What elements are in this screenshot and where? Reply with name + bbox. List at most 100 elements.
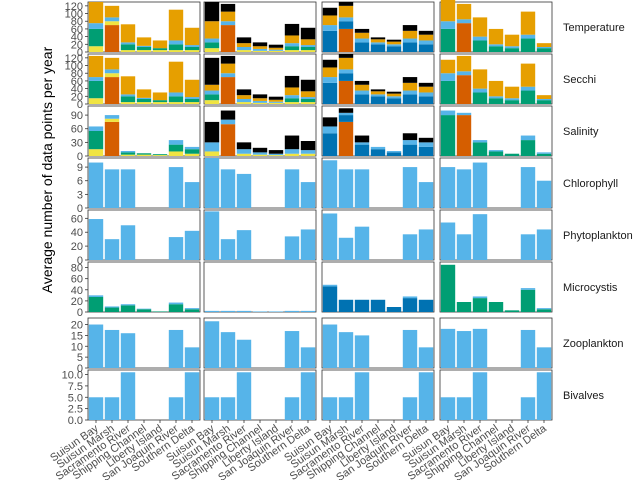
bar-segment-black [252,94,268,99]
bar-segment-orange [184,27,200,46]
bar-segment-blue [354,299,370,312]
y-tick-label: 0 [77,151,83,163]
bar-segment-sky [520,167,536,208]
bar-segment-orange [338,57,354,70]
bar-segment-green [88,28,104,47]
y-tick-label: 2.5 [68,404,83,416]
bar-segment-sky [168,140,184,145]
bar-segment-black [386,39,402,42]
facet-panel [203,317,317,369]
bar-segment-sky [504,46,520,49]
bar-segment-blue [402,94,418,104]
bar-segment-orange [220,63,236,74]
bar-segment-green [152,311,168,312]
bar-segment-sky [220,119,236,125]
bar-segment-sky [354,169,370,208]
bar-segment-vermilion [338,121,354,156]
y-tick-label: 60 [71,274,83,286]
bar-segment-blue [354,94,370,104]
bar-segment-green [136,47,152,51]
bar-segment-sky [184,146,200,150]
bar-segment-black [300,141,316,151]
bar-segment-sky [236,230,252,260]
bar-segment-sky [220,21,236,26]
bar-segment-yellow [252,154,268,156]
bar-segment-orange [104,5,120,18]
bar-segment-sky [136,308,152,310]
bar-segment-yellow [88,46,104,52]
bar-segment-orange [520,63,536,87]
bar-segment-sky [440,167,456,208]
bar-segment-sky [168,302,184,305]
bar-segment-black [268,150,284,154]
bar-segment-yellow [88,149,104,156]
y-tick-label: 80 [71,263,83,275]
bar-segment-orange [354,32,370,39]
bar-segment-sky [386,96,402,99]
bar-segment-sky [204,158,220,208]
bar-segment-yellow [268,155,284,156]
bar-segment-sky [456,331,472,368]
bar-segment-sky [418,92,434,97]
bar-segment-black [236,37,252,44]
bar-segment-sky [284,397,300,420]
bar-segment-yellow [136,102,152,104]
bar-segment-sky [184,230,200,260]
bar-segment-yellow [300,50,316,52]
y-tick-label: 60 [71,213,83,225]
bar-segment-green [440,115,456,156]
bar-segment-orange [456,3,472,20]
facet-panel [203,157,317,209]
bar-segment-blue [322,286,338,312]
bar-segment-black [402,77,418,83]
facet-panel [203,261,317,313]
bar-segment-blue [386,98,402,104]
bar-segment-sky [456,71,472,76]
bar-segment-sky [220,310,236,312]
bar-segment-green [184,99,200,103]
bar-segment-orange [504,86,520,99]
bar-segment-orange [284,35,300,44]
bar-segment-yellow [120,50,136,52]
y-tick-label: 20 [71,39,83,51]
y-tick-label: 20 [71,320,83,332]
bar-segment-sky [354,38,370,43]
bar-segment-black [338,108,354,113]
bar-segment-sky [370,42,386,45]
bar-segment-sky [88,295,104,297]
bar-segment-sky [284,149,300,154]
bar-segment-sky [300,150,316,154]
bar-segment-black [300,79,316,92]
bar-segment-sky [386,151,402,153]
bar-segment-yellow [136,50,152,52]
bar-segment-green [472,142,488,156]
bar-segment-yellow [136,154,152,156]
bar-segment-yellow [120,102,136,104]
bar-segment-yellow [284,102,300,104]
facet-strip-label: Bivalves [563,390,604,402]
y-tick-label: 120 [65,53,83,65]
bar-segment-yellow [204,151,220,156]
bar-segment-blue [418,146,434,156]
bar-segment-sky [88,77,104,81]
y-tick-label: 5 [77,352,83,364]
bar-segment-green [168,44,184,51]
bar-segment-sky [104,239,120,260]
bar-segment-orange [418,86,434,93]
facet-panel [87,209,201,261]
bar-segment-sky [338,332,354,368]
bar-segment-sky [472,328,488,368]
bar-segment-vermilion [220,25,236,52]
bar-segment-green [120,96,136,103]
bar-segment-black [402,133,418,141]
y-tick-label: 15 [71,330,83,342]
bar-segment-black [338,2,354,6]
y-tick-label: 80 [71,16,83,28]
bar-segment-sky [536,180,552,208]
bar-segment-sky [284,169,300,208]
bar-segment-yellow [236,102,252,104]
bar-segment-sky [168,40,184,45]
bar-segment-green [520,38,536,52]
bar-segment-sky [120,94,136,97]
bar-segment-sky [204,310,220,312]
